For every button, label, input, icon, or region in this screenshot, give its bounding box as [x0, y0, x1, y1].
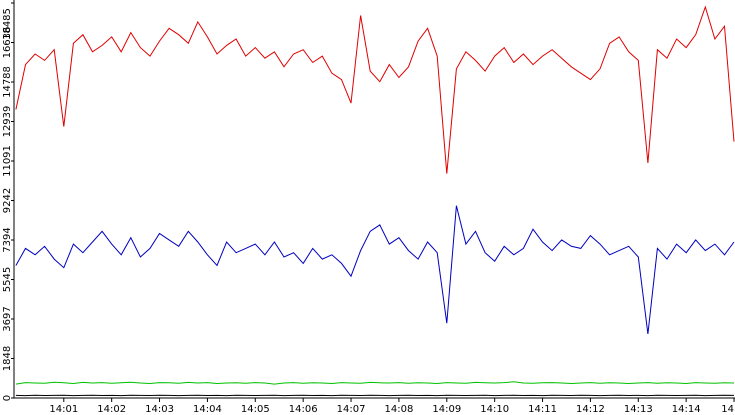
- series-line: [15, 5, 735, 174]
- y-tick-label: 0: [2, 395, 13, 401]
- x-tick-label: 14:14: [672, 404, 701, 415]
- x-tick-label: 14:06: [289, 404, 318, 415]
- y-tick-label: 5545: [2, 267, 13, 292]
- x-tick-label: 14:02: [97, 404, 126, 415]
- y-tick-label: 12939: [2, 106, 13, 138]
- y-tick-label: 16636: [2, 27, 13, 59]
- x-tick-label: 14:13: [624, 404, 653, 415]
- x-tick-label: 14:03: [145, 404, 174, 415]
- x-tick-label: 14:11: [528, 404, 557, 415]
- x-tick-label: 14:01: [49, 404, 78, 415]
- x-tick-label: 14:07: [337, 404, 366, 415]
- x-tick-label: 14: [721, 404, 734, 415]
- series-line: [15, 205, 735, 334]
- y-tick-label: 1848: [2, 346, 13, 371]
- y-tick-label: 11091: [2, 145, 13, 177]
- x-tick-label: 14:09: [432, 404, 461, 415]
- x-tick-label: 14:10: [480, 404, 509, 415]
- series-line: [15, 381, 735, 385]
- y-tick-label: 7394: [2, 227, 13, 252]
- y-tick-label: 9242: [2, 188, 13, 213]
- x-tick-label: 14:12: [576, 404, 605, 415]
- y-tick-label: 18485: [2, 8, 13, 40]
- x-tick-label: 14:05: [241, 404, 270, 415]
- x-tick-label: 14:08: [385, 404, 414, 415]
- x-tick-label: 14:04: [193, 404, 222, 415]
- y-tick-label: 14788: [2, 66, 13, 98]
- y-tick-label: 3697: [2, 306, 13, 331]
